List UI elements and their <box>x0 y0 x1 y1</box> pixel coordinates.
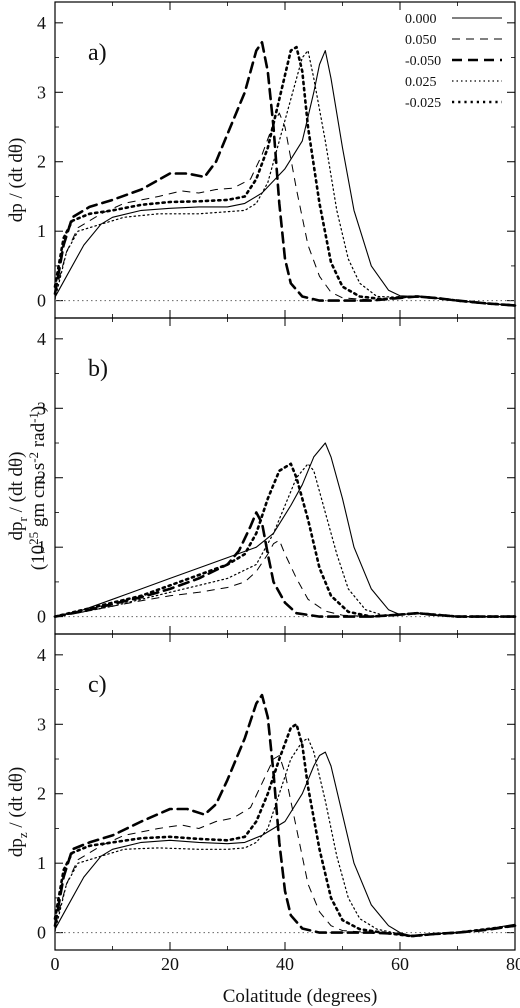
x-tick-label: 0 <box>51 954 60 974</box>
y-axis-title: dpr / (dt dθ) <box>6 452 30 541</box>
y-tick-label: 1 <box>37 537 46 557</box>
legend-label: 0.000 <box>405 12 437 27</box>
y-tick-label: 1 <box>37 221 46 241</box>
legend: 0.000 0.050 -0.050 0.025 -0.025 <box>405 12 502 111</box>
y-tick-label: 4 <box>37 645 46 665</box>
x-tick-label: 60 <box>391 954 409 974</box>
plot-layer: 0 1 2 3 4 a) dp / (dt dθ) 0.000 0.050 -0.050 0.025… <box>6 1 520 974</box>
y-axis-title: dp / (dt dθ) <box>6 138 27 223</box>
y-tick-label: 4 <box>37 13 46 33</box>
panel-2: 0 1 2 3 4 c) dpz / (dt dθ) 0 20 40 60 80 <box>6 633 520 974</box>
series-line--0.025 <box>53 723 517 938</box>
y-tick-label: 1 <box>37 853 46 873</box>
y-tick-label: 3 <box>37 82 46 102</box>
legend-label: -0.050 <box>405 54 441 69</box>
x-axis-title: Colatitude (degrees) <box>223 986 378 1007</box>
y-tick-label: 2 <box>37 784 46 804</box>
legend-label: 0.050 <box>405 33 437 48</box>
legend-label: -0.025 <box>405 96 441 111</box>
y-tick-label: 0 <box>37 607 46 627</box>
series-line--0.050 <box>53 511 517 618</box>
x-tick-label: 20 <box>161 954 179 974</box>
y-tick-label: 2 <box>37 152 46 172</box>
y-axis-title: dpz / (dt dθ) <box>6 767 30 857</box>
series-line--0.025 <box>53 462 517 618</box>
x-tick-label: 80 <box>506 954 520 974</box>
y-axis-units-label: (1025 gm cm s-2 rad-1) <box>26 406 49 571</box>
panel-0: 0 1 2 3 4 a) dp / (dt dθ) 0.000 0.050 -0.050 0.025… <box>6 1 517 319</box>
panel-label: c) <box>88 672 107 698</box>
panel-label: a) <box>88 40 107 66</box>
y-tick-label: 3 <box>37 714 46 734</box>
y-tick-label: 4 <box>37 329 46 349</box>
y-tick-label: 2 <box>37 468 46 488</box>
y-tick-label: 3 <box>37 398 46 418</box>
y-tick-label: 0 <box>37 923 46 943</box>
legend-label: 0.025 <box>405 75 437 90</box>
panel-label: b) <box>88 356 108 382</box>
y-tick-label: 0 <box>37 291 46 311</box>
x-tick-label: 40 <box>276 954 294 974</box>
series-line--0.025 <box>53 45 517 307</box>
series-line-0.050 <box>54 755 516 936</box>
